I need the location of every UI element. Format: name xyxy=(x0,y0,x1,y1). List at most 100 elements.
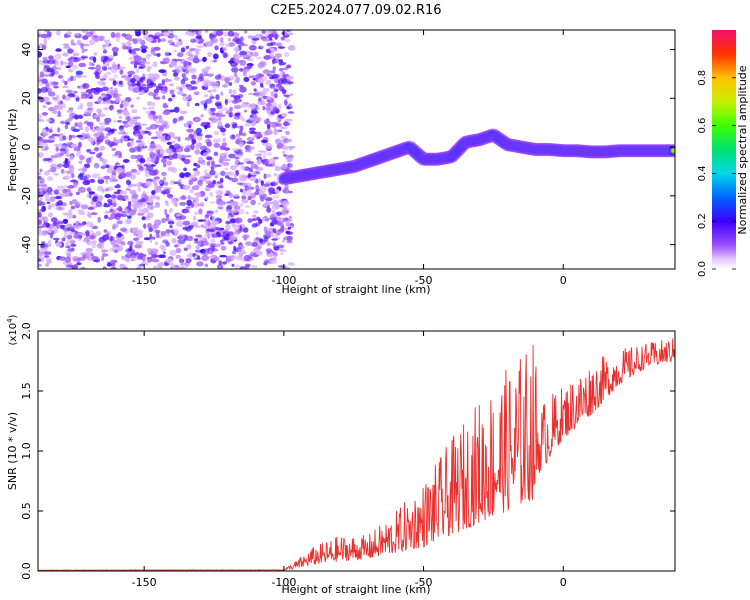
noise-cell xyxy=(164,51,170,57)
noise-cell xyxy=(289,169,293,174)
noise-cell xyxy=(242,68,250,73)
noise-cell xyxy=(68,60,74,67)
noise-cell xyxy=(245,241,253,246)
noise-cell xyxy=(109,104,114,109)
noise-cell xyxy=(145,165,154,171)
noise-cell xyxy=(94,147,100,152)
noise-cell xyxy=(130,154,138,160)
noise-cell xyxy=(63,33,69,38)
noise-cell xyxy=(130,138,134,142)
noise-cell xyxy=(68,165,75,172)
noise-cell xyxy=(272,195,280,199)
noise-cell xyxy=(42,216,49,222)
noise-cell xyxy=(38,136,42,141)
noise-cell xyxy=(63,45,71,49)
noise-cell xyxy=(166,258,173,264)
noise-cell xyxy=(148,169,157,176)
noise-cell xyxy=(88,191,96,195)
noise-cell xyxy=(173,136,179,140)
noise-cell xyxy=(289,45,294,49)
noise-cell xyxy=(67,48,73,54)
noise-cell xyxy=(160,124,167,128)
noise-cell xyxy=(47,228,52,234)
noise-cell xyxy=(96,153,102,159)
noise-cell xyxy=(225,190,230,194)
noise-cell xyxy=(137,212,145,216)
noise-cell xyxy=(259,191,265,195)
noise-cell xyxy=(195,82,199,86)
noise-cell xyxy=(222,46,227,52)
noise-cell xyxy=(218,113,223,118)
noise-cell xyxy=(126,179,131,185)
noise-cell xyxy=(167,97,173,102)
noise-cell xyxy=(167,79,172,82)
bottom-y-axis-label: SNR (10 * v/v) xyxy=(6,412,19,490)
noise-cell xyxy=(117,232,122,238)
noise-cell xyxy=(107,66,113,70)
noise-cell xyxy=(38,200,43,207)
noise-cell xyxy=(219,153,225,157)
noise-cell xyxy=(102,59,106,65)
noise-cell xyxy=(247,146,255,150)
noise-cell xyxy=(165,241,170,247)
noise-cell xyxy=(59,193,64,198)
noise-cell xyxy=(101,249,109,253)
noise-cell xyxy=(277,244,285,249)
noise-cell xyxy=(77,168,84,172)
noise-cell xyxy=(186,244,192,249)
noise-cell xyxy=(227,30,234,37)
noise-cell xyxy=(178,183,182,187)
noise-cell xyxy=(287,81,294,85)
noise-cell xyxy=(155,231,160,239)
noise-cell xyxy=(67,68,74,73)
noise-cell xyxy=(238,248,246,254)
noise-cell xyxy=(56,97,61,104)
noise-cell xyxy=(99,132,105,138)
noise-cell xyxy=(39,71,45,78)
x-tick-label: 0 xyxy=(560,274,567,287)
noise-cell xyxy=(247,104,255,110)
noise-cell xyxy=(161,171,167,177)
noise-cell xyxy=(114,139,123,144)
noise-cell xyxy=(224,77,231,82)
noise-cell xyxy=(140,198,146,203)
noise-cell xyxy=(172,228,180,234)
noise-cell xyxy=(102,253,109,257)
noise-cell xyxy=(190,38,197,44)
noise-cell xyxy=(150,93,159,96)
noise-cell xyxy=(266,30,275,34)
noise-cell xyxy=(245,149,250,153)
noise-cell xyxy=(262,69,271,74)
noise-cell xyxy=(194,211,198,216)
colorbar-tick-label: 0.4 xyxy=(697,165,708,181)
noise-cell xyxy=(171,69,177,73)
noise-cell xyxy=(253,91,262,97)
noise-cell xyxy=(110,266,117,269)
noise-cell xyxy=(263,235,269,243)
noise-cell xyxy=(120,213,128,217)
noise-cell xyxy=(70,143,77,148)
noise-cell xyxy=(41,148,49,151)
noise-cell xyxy=(121,256,126,261)
noise-cell xyxy=(103,204,111,208)
noise-cell xyxy=(189,68,197,74)
noise-cell xyxy=(287,111,295,114)
noise-cell xyxy=(67,58,71,61)
noise-cell xyxy=(281,239,286,243)
noise-cell xyxy=(286,64,292,69)
noise-cell xyxy=(85,249,93,255)
noise-cell xyxy=(125,188,131,191)
noise-cell xyxy=(251,37,260,41)
noise-cell xyxy=(249,51,253,55)
noise-cell xyxy=(173,72,179,77)
noise-cell xyxy=(275,122,280,127)
noise-cell xyxy=(195,142,202,147)
noise-cell xyxy=(150,136,159,140)
noise-cell xyxy=(176,220,184,228)
noise-cell xyxy=(69,75,74,82)
noise-cell xyxy=(179,266,187,269)
noise-cell xyxy=(162,57,170,64)
noise-cell xyxy=(240,165,246,171)
noise-cell xyxy=(287,138,292,143)
noise-cell xyxy=(89,151,96,155)
